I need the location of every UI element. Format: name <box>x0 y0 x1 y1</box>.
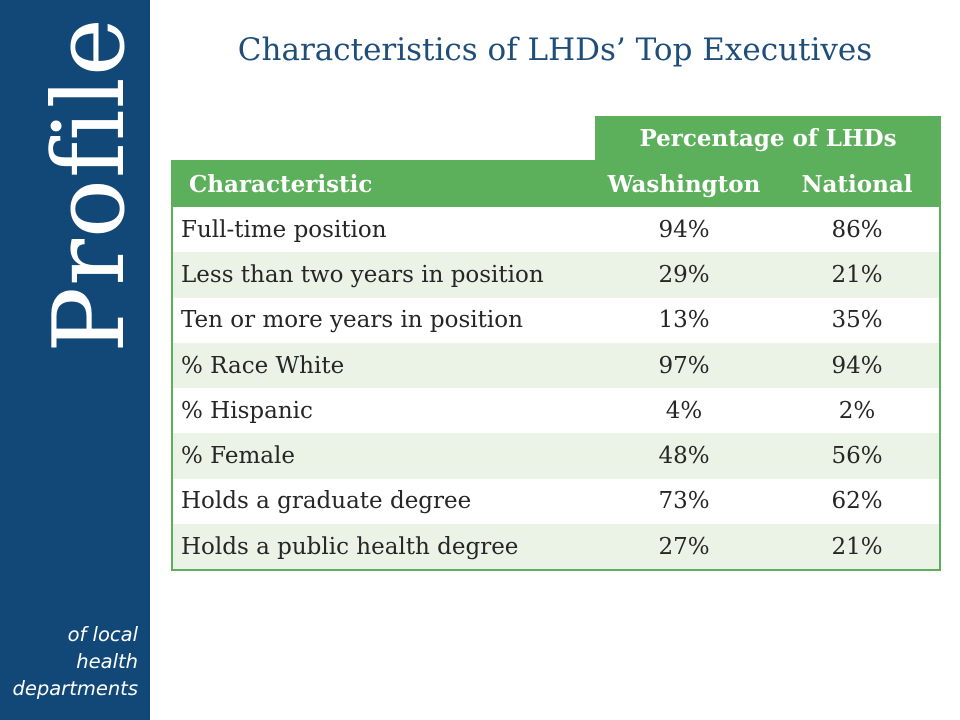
table-row: % Race White 97% 94% <box>173 342 939 389</box>
row-national-value: 56% <box>831 443 883 470</box>
row-national-value: 94% <box>831 352 883 379</box>
row-washington-value: 97% <box>658 352 710 379</box>
row-characteristic: Holds a public health degree <box>181 533 519 560</box>
tagline-line-1: of local <box>67 623 138 646</box>
row-washington-value: 48% <box>658 443 710 470</box>
brand-tagline: of local health departments <box>12 621 138 702</box>
row-washington-value: 13% <box>658 307 710 334</box>
row-national-value: 2% <box>838 397 876 424</box>
table-row: Full-time position 94% 86% <box>173 207 939 253</box>
column-header-national: National <box>801 171 913 198</box>
sidebar-panel: Profile of local health departments <box>0 0 150 720</box>
row-national-value: 86% <box>831 216 883 243</box>
table-row: Ten or more years in position 13% 35% <box>173 297 939 343</box>
table-row: Holds a graduate degree 73% 62% <box>173 478 939 525</box>
row-characteristic: % Race White <box>181 352 345 379</box>
percentage-group-header: Percentage of LHDs <box>595 116 941 161</box>
row-characteristic: Holds a graduate degree <box>181 488 472 515</box>
characteristics-table: Characteristic Washington National Full-… <box>171 160 941 572</box>
row-characteristic: % Hispanic <box>181 397 313 424</box>
row-washington-value: 4% <box>665 397 703 424</box>
tagline-line-3: departments <box>12 677 138 700</box>
table-row: Less than two years in position 29% 21% <box>173 252 939 298</box>
slide-title: Characteristics of LHDs’ Top Executives <box>237 32 873 68</box>
row-national-value: 62% <box>831 488 883 515</box>
row-washington-value: 94% <box>658 216 710 243</box>
brand-logo-text: Profile <box>33 17 147 353</box>
table-row: Holds a public health degree 27% 21% <box>173 524 939 570</box>
row-characteristic: Less than two years in position <box>181 261 544 288</box>
row-characteristic: % Female <box>181 443 295 470</box>
column-header-characteristic: Characteristic <box>189 171 373 198</box>
table-row: % Female 48% 56% <box>173 433 939 479</box>
row-national-value: 21% <box>831 261 883 288</box>
row-characteristic: Full-time position <box>181 216 387 243</box>
tagline-line-2: health <box>76 650 138 673</box>
row-washington-value: 29% <box>658 261 710 288</box>
row-washington-value: 27% <box>658 533 710 560</box>
row-national-value: 21% <box>831 533 883 560</box>
row-washington-value: 73% <box>658 488 710 515</box>
table-row: % Hispanic 4% 2% <box>173 388 939 434</box>
row-national-value: 35% <box>831 307 883 334</box>
column-header-washington: Washington <box>607 171 761 198</box>
table-header-row: Characteristic Washington National <box>173 162 939 207</box>
row-characteristic: Ten or more years in position <box>181 307 523 334</box>
